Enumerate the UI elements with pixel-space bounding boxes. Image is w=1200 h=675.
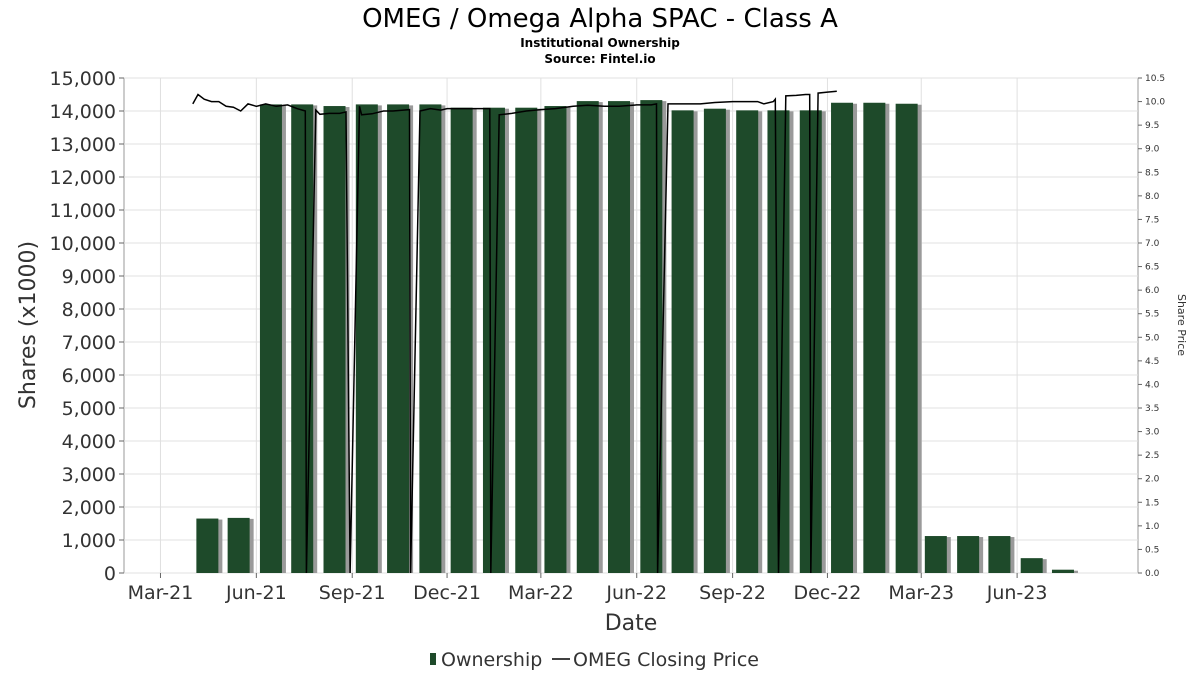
y-axis-ticks: 0 1,000 2,000 3,000 4,000 5,000 6,000 7,000 8,00… (50, 68, 124, 585)
y-tick-label: 12,000 (50, 167, 116, 189)
y2-tick-label: 10.5 (1145, 74, 1165, 84)
x-tick-label: Mar-22 (508, 582, 574, 604)
chart-subtitle-source: Source: Fintel.io (544, 52, 655, 66)
y-tick-label: 3,000 (62, 464, 116, 486)
y-tick-label: 4,000 (62, 431, 116, 453)
y-tick-label: 7,000 (62, 332, 116, 354)
ownership-bar (196, 518, 219, 573)
ownership-bar (450, 107, 473, 573)
y2-tick-label: 6.5 (1145, 263, 1159, 273)
x-tick-label: Sep-21 (319, 582, 386, 604)
ownership-bar (259, 104, 282, 574)
y-tick-label: 10,000 (50, 233, 116, 255)
y2-tick-label: 4.0 (1145, 380, 1160, 390)
x-tick-label: Mar-23 (888, 582, 954, 604)
ownership-bar (988, 536, 1011, 573)
y2-tick-label: 2.0 (1145, 475, 1160, 485)
ownership-bar (831, 102, 854, 573)
y2-tick-label: 1.5 (1145, 498, 1159, 508)
price-line-layer (192, 90, 837, 574)
ownership-bar (323, 106, 346, 574)
x-tick-label: Mar-21 (128, 582, 194, 604)
y2-tick-label: 9.0 (1145, 145, 1160, 155)
legend: Ownership OMEG Closing Price (430, 649, 759, 671)
y-tick-label: 6,000 (62, 365, 116, 387)
y2-tick-label: 0.0 (1145, 569, 1160, 579)
ownership-bar (544, 106, 567, 574)
y2-tick-label: 6.0 (1145, 286, 1160, 296)
x-tick-label: Jun-21 (225, 582, 287, 604)
y-tick-label: 1,000 (62, 530, 116, 552)
y-tick-label: 9,000 (62, 266, 116, 288)
legend-ownership-swatch (430, 653, 436, 665)
y-tick-label: 5,000 (62, 398, 116, 420)
ownership-bar (1020, 558, 1043, 573)
ownership-bar (608, 101, 631, 573)
ownership-bar (291, 104, 314, 574)
ownership-bar (703, 108, 726, 573)
y2-tick-label: 8.0 (1145, 192, 1160, 202)
chart-subtitle-ownership: Institutional Ownership (520, 36, 680, 50)
y2-tick-label: 5.0 (1145, 333, 1160, 343)
chart-title: OMEG / Omega Alpha SPAC - Class A (362, 4, 838, 34)
x-tick-label: Dec-21 (413, 582, 481, 604)
ownership-bar (895, 103, 918, 574)
y2-tick-label: 9.5 (1145, 121, 1159, 131)
y2-tick-label: 3.0 (1145, 428, 1160, 438)
y-axis-label: Shares (x1000) (16, 241, 41, 409)
y2-tick-label: 5.5 (1145, 310, 1159, 320)
y-tick-label: 13,000 (50, 134, 116, 156)
y-tick-label: 8,000 (62, 299, 116, 321)
ownership-bar (355, 104, 378, 574)
y2-tick-label: 0.5 (1145, 545, 1159, 555)
x-tick-label: Dec-22 (794, 582, 862, 604)
y2-axis-ticks: 0.0 0.5 1.0 1.5 2.0 2.5 3.0 3.5 4.0 4.5 5.0 5.5 6.0 6… (1138, 74, 1165, 579)
ownership-bar (482, 107, 505, 573)
y2-tick-label: 7.0 (1145, 239, 1160, 249)
ownership-bar (419, 104, 442, 574)
ownership-bars (196, 100, 1078, 574)
ownership-bar (515, 107, 538, 573)
ownership-bar (671, 110, 694, 573)
x-tick-label: Sep-22 (699, 582, 766, 604)
y-tick-label: 15,000 (50, 68, 116, 90)
ownership-bar (957, 536, 980, 573)
y2-tick-label: 4.5 (1145, 357, 1159, 367)
ownership-bar (924, 536, 947, 573)
legend-price-label: OMEG Closing Price (573, 649, 759, 671)
x-tick-label: Jun-23 (986, 582, 1048, 604)
ownership-bar (736, 110, 759, 573)
y2-axis-label: Share Price (1175, 294, 1188, 356)
legend-ownership-label: Ownership (441, 649, 542, 671)
y-tick-label: 14,000 (50, 101, 116, 123)
y2-tick-label: 2.5 (1145, 451, 1159, 461)
y2-tick-label: 7.5 (1145, 215, 1159, 225)
y2-tick-label: 10.0 (1145, 98, 1165, 108)
y-tick-label: 0 (104, 563, 116, 585)
y2-tick-label: 8.5 (1145, 168, 1159, 178)
y2-tick-label: 3.5 (1145, 404, 1159, 414)
ownership-bar (387, 104, 410, 574)
ownership-bar (576, 101, 599, 573)
ownership-bar (1051, 569, 1074, 573)
x-axis-ticks: Mar-21 Jun-21 Sep-21 Dec-21 Mar-22 Jun-22 Sep-… (128, 573, 1048, 604)
y-tick-label: 11,000 (50, 200, 116, 222)
x-tick-label: Jun-22 (605, 582, 667, 604)
price-line (192, 90, 837, 574)
ownership-bar (227, 517, 250, 573)
x-axis-label: Date (605, 611, 658, 636)
ownership-bar (863, 102, 886, 573)
y-tick-label: 2,000 (62, 497, 116, 519)
y2-tick-label: 1.0 (1145, 522, 1160, 532)
